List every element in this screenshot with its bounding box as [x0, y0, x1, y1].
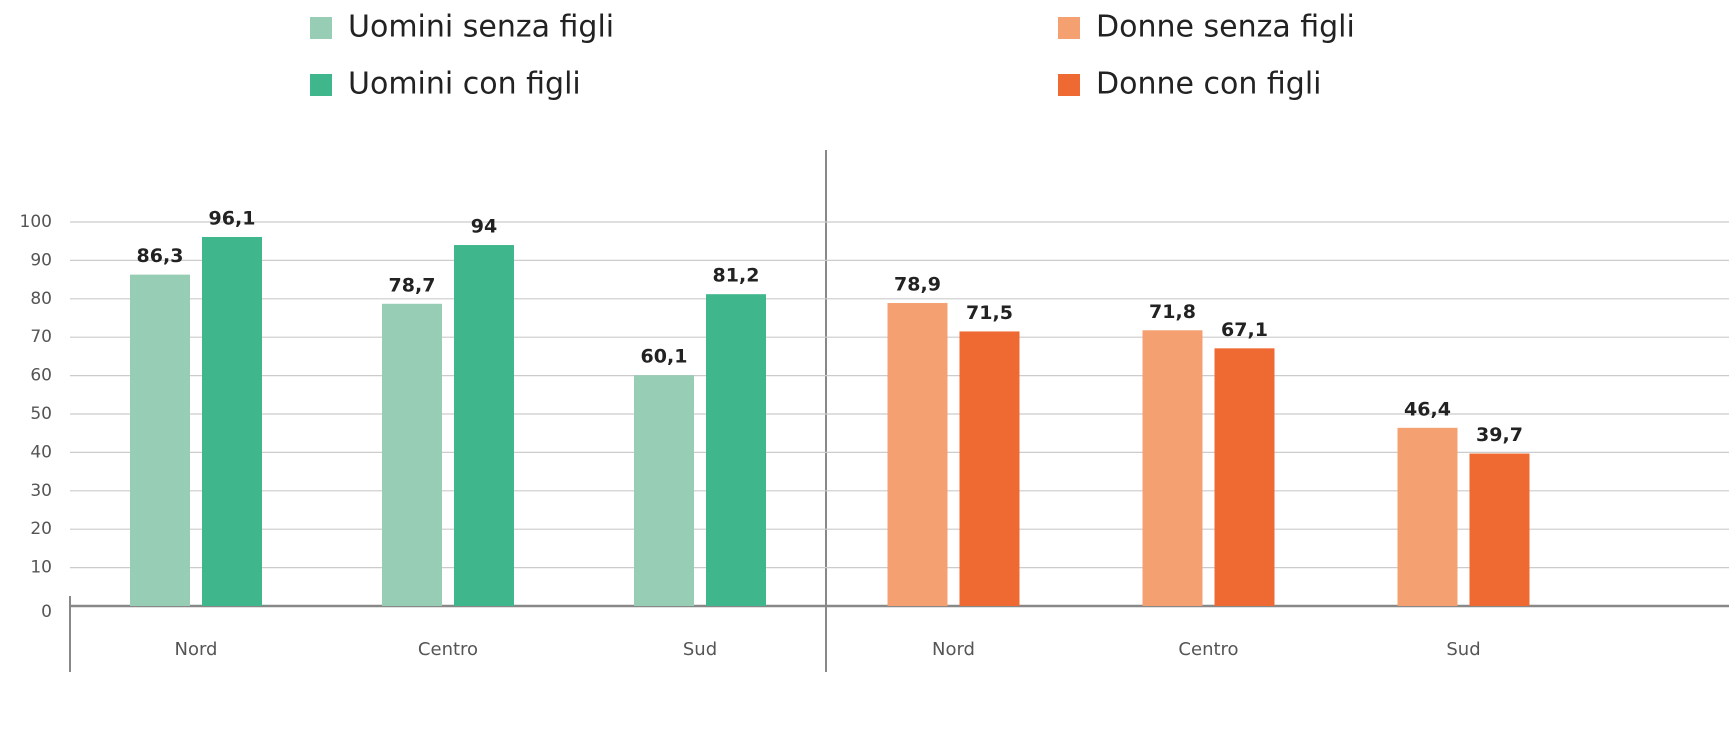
x-tick-label: Centro: [1178, 639, 1238, 660]
bar: [1469, 453, 1530, 606]
value-label: 60,1: [641, 346, 688, 368]
y-tick-label: 40: [30, 442, 52, 462]
legend-swatch: [1058, 17, 1080, 39]
x-tick-label: Sud: [1446, 639, 1480, 660]
y-tick-label: 50: [30, 404, 52, 424]
value-label: 46,4: [1404, 398, 1451, 420]
y-tick-label: 30: [30, 481, 52, 501]
bar: [382, 303, 442, 606]
bar: [1142, 330, 1203, 606]
y-tick-label: 70: [30, 327, 52, 347]
bar: [959, 331, 1020, 606]
bar: [202, 236, 262, 606]
bar: [1214, 348, 1275, 606]
x-tick-label: Nord: [175, 639, 218, 660]
y-tick-label: 0: [41, 602, 52, 622]
value-label: 71,5: [966, 302, 1013, 324]
legend-swatch: [1058, 74, 1080, 96]
x-tick-label: Nord: [932, 639, 975, 660]
legend-label: Donne con figli: [1096, 67, 1321, 102]
x-tick-label: Sud: [683, 639, 717, 660]
bar: [706, 294, 766, 606]
y-tick-label: 90: [30, 250, 52, 270]
legend-label: Donne senza figli: [1096, 10, 1355, 45]
x-tick-label: Centro: [418, 639, 478, 660]
value-label: 86,3: [137, 245, 184, 267]
value-label: 39,7: [1476, 424, 1523, 446]
legend-swatch: [310, 17, 332, 39]
bar: [130, 274, 190, 606]
value-label: 78,7: [389, 274, 436, 296]
y-tick-label: 10: [30, 558, 52, 578]
bar: [634, 375, 694, 606]
value-label: 67,1: [1221, 319, 1268, 341]
value-label: 81,2: [713, 265, 760, 287]
legend-swatch: [310, 74, 332, 96]
y-tick-label: 20: [30, 519, 52, 539]
value-label: 96,1: [209, 207, 256, 229]
value-label: 94: [471, 216, 497, 238]
bar: [454, 245, 514, 607]
legend-label: Uomini con figli: [348, 67, 581, 102]
value-label: 78,9: [894, 274, 941, 296]
y-tick-label: 60: [30, 366, 52, 386]
bar: [887, 303, 948, 606]
bar: [1397, 427, 1458, 606]
y-tick-label: 80: [30, 289, 52, 309]
legend-label: Uomini senza figli: [348, 10, 614, 45]
y-tick-label: 100: [20, 212, 52, 232]
value-label: 71,8: [1149, 301, 1196, 323]
